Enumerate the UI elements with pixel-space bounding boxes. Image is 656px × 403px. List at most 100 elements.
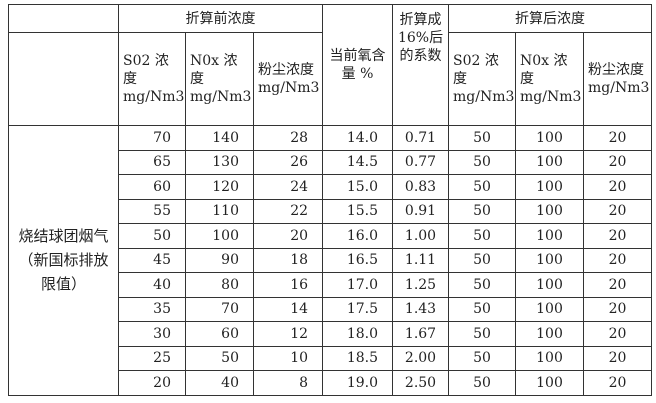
cell-so2-after: 50	[448, 370, 517, 396]
cell-so2-before: 45	[118, 247, 186, 273]
cell-nox-after: 100	[515, 223, 585, 249]
cell-nox-before: 140	[185, 125, 254, 151]
cell-so2-after: 50	[448, 198, 517, 224]
cell-coefficient: 0.83	[392, 174, 450, 200]
cell-so2-before: 35	[118, 296, 186, 322]
category-cell: 烧结球团烟气（新国标排放限值）	[8, 125, 119, 396]
cell-dust-before: 26	[252, 149, 324, 175]
header-row-columns: S02 浓度 mg/Nm3 N0x 浓度 mg/Nm3 粉尘浓度 mg/Nm3 …	[8, 32, 653, 126]
cell-oxygen: 16.5	[322, 247, 394, 273]
cell-oxygen: 17.5	[322, 296, 394, 322]
concentration-table: 折算前浓度 当前氧含量 % 折算成16%后的系数 折算后浓度 S02 浓度 mg…	[8, 4, 653, 396]
cell-so2-before: 65	[118, 149, 186, 175]
header-nox-after: N0x 浓度 mg/Nm3	[515, 32, 585, 126]
cell-nox-before: 100	[185, 223, 254, 249]
cell-dust-before: 14	[252, 296, 324, 322]
header-so2-after: S02 浓度 mg/Nm3	[448, 32, 517, 126]
header-oxygen: 当前氧含量 %	[322, 4, 394, 126]
cell-so2-before: 55	[118, 198, 186, 224]
cell-dust-before: 20	[252, 223, 324, 249]
cell-dust-after: 20	[583, 247, 653, 273]
cell-so2-after: 50	[448, 345, 517, 371]
cell-dust-after: 20	[583, 198, 653, 224]
cell-dust-after: 20	[583, 149, 653, 175]
cell-nox-after: 100	[515, 370, 585, 396]
cell-coefficient: 2.00	[392, 345, 450, 371]
cell-dust-before: 18	[252, 247, 324, 273]
header-before-group: 折算前浓度	[117, 4, 324, 33]
cell-coefficient: 2.50	[392, 370, 450, 396]
cell-oxygen: 14.5	[322, 149, 394, 175]
header-nox-before: N0x 浓度 mg/Nm3	[185, 32, 254, 126]
cell-nox-after: 100	[515, 247, 585, 273]
cell-coefficient: 0.91	[392, 198, 450, 224]
cell-coefficient: 1.11	[392, 247, 450, 273]
cell-oxygen: 18.5	[322, 345, 394, 371]
cell-dust-after: 20	[583, 296, 653, 322]
cell-nox-after: 100	[515, 198, 585, 224]
cell-so2-after: 50	[448, 272, 517, 298]
header-corner-lower	[8, 32, 119, 126]
cell-dust-before: 12	[252, 321, 324, 347]
cell-nox-after: 100	[515, 125, 585, 151]
header-corner	[8, 4, 119, 33]
cell-coefficient: 1.43	[392, 296, 450, 322]
cell-nox-after: 100	[515, 272, 585, 298]
cell-nox-before: 50	[185, 345, 254, 371]
cell-so2-before: 60	[118, 174, 186, 200]
cell-oxygen: 14.0	[322, 125, 394, 151]
cell-nox-before: 130	[185, 149, 254, 175]
cell-dust-before: 10	[252, 345, 324, 371]
cell-dust-after: 20	[583, 223, 653, 249]
cell-oxygen: 15.5	[322, 198, 394, 224]
cell-dust-before: 8	[252, 370, 324, 396]
table-row: 65 130 26 14.5 0.77 50 100 20	[9, 149, 653, 175]
header-dust-after: 粉尘浓度 mg/Nm3	[583, 32, 653, 126]
cell-dust-before: 22	[252, 198, 324, 224]
cell-so2-after: 50	[448, 149, 517, 175]
cell-dust-after: 20	[583, 370, 653, 396]
cell-coefficient: 0.71	[392, 125, 450, 151]
table-row: 30 60 12 18.0 1.67 50 100 20	[9, 321, 653, 347]
cell-dust-after: 20	[583, 174, 653, 200]
cell-oxygen: 17.0	[322, 272, 394, 298]
cell-coefficient: 1.67	[392, 321, 450, 347]
cell-nox-before: 80	[185, 272, 254, 298]
cell-so2-before: 70	[118, 125, 186, 151]
table-row: 40 80 16 17.0 1.25 50 100 20	[9, 272, 653, 298]
cell-oxygen: 16.0	[322, 223, 394, 249]
header-after-group: 折算后浓度	[448, 4, 653, 33]
cell-so2-after: 50	[448, 174, 517, 200]
table-row: 烧结球团烟气（新国标排放限值） 70 140 28 14.0 0.71 50 100 20	[8, 125, 653, 396]
cell-coefficient: 1.25	[392, 272, 450, 298]
cell-dust-after: 20	[583, 321, 653, 347]
cell-nox-before: 110	[185, 198, 254, 224]
cell-nox-before: 90	[185, 247, 254, 273]
cell-nox-before: 40	[185, 370, 254, 396]
table-row: 50 100 20 16.0 1.00 50 100 20	[9, 223, 653, 249]
cell-nox-before: 120	[185, 174, 254, 200]
cell-dust-before: 28	[252, 125, 324, 151]
cell-so2-after: 50	[448, 247, 517, 273]
cell-oxygen: 18.0	[322, 321, 394, 347]
cell-nox-after: 100	[515, 174, 585, 200]
header-so2-before: S02 浓度 mg/Nm3	[118, 32, 186, 126]
cell-nox-before: 70	[185, 296, 254, 322]
cell-so2-before: 25	[118, 345, 186, 371]
cell-coefficient: 0.77	[392, 149, 450, 175]
cell-so2-before: 40	[118, 272, 186, 298]
table-row: 60 120 24 15.0 0.83 50 100 20	[9, 174, 653, 200]
cell-dust-before: 24	[252, 174, 324, 200]
cell-coefficient: 1.00	[392, 223, 450, 249]
table-row: 25 50 10 18.5 2.00 50 100 20	[9, 345, 653, 371]
cell-dust-before: 16	[252, 272, 324, 298]
cell-oxygen: 19.0	[322, 370, 394, 396]
cell-nox-after: 100	[515, 296, 585, 322]
cell-so2-after: 50	[448, 223, 517, 249]
cell-nox-before: 60	[185, 321, 254, 347]
cell-so2-before: 30	[118, 321, 186, 347]
cell-so2-after: 50	[448, 296, 517, 322]
cell-so2-after: 50	[448, 125, 517, 151]
table-row: 20 40 8 19.0 2.50 50 100 20	[9, 370, 653, 396]
header-coefficient: 折算成16%后的系数	[392, 4, 450, 126]
